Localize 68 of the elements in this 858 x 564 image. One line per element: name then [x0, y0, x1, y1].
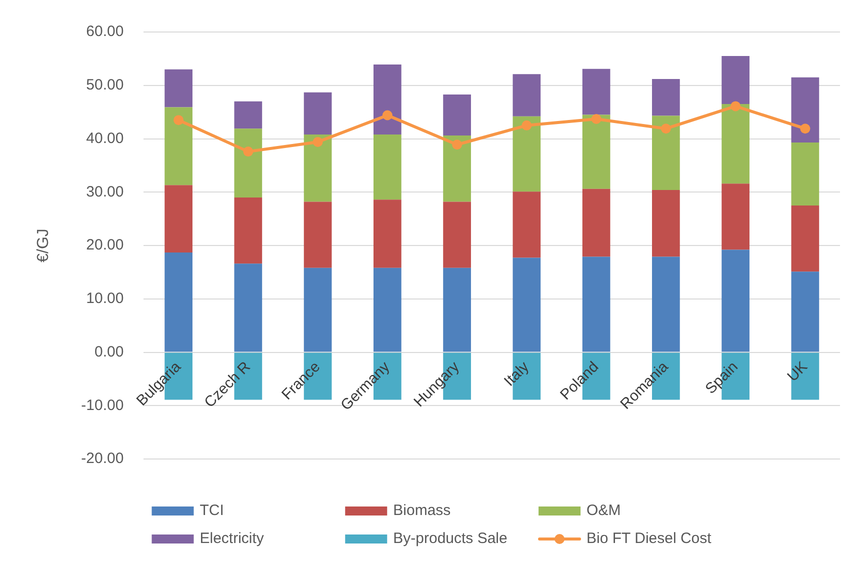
- bar: [164, 69, 192, 108]
- point: [800, 124, 810, 134]
- bar: [652, 116, 680, 190]
- point: [730, 101, 741, 112]
- x-tick-label: UK: [784, 358, 811, 386]
- bar: [234, 264, 262, 352]
- bar: [791, 205, 820, 272]
- bar: [582, 68, 610, 115]
- bar: [582, 114, 610, 189]
- y-tick-label: 10.00: [86, 290, 124, 308]
- y-tick-label: -10.00: [81, 396, 124, 414]
- bar: [582, 188, 610, 257]
- legend-label: O&M: [586, 502, 621, 520]
- bar: [652, 78, 680, 116]
- bar: [652, 256, 680, 352]
- bar: [512, 192, 541, 258]
- y-tick-label: 0.00: [94, 343, 124, 360]
- point: [312, 136, 323, 147]
- bar: [791, 77, 820, 142]
- bar: [374, 134, 402, 200]
- point: [591, 114, 602, 124]
- bar: [234, 197, 262, 264]
- bar: [443, 202, 471, 268]
- bar: [164, 252, 192, 352]
- bar: [722, 104, 750, 184]
- y-tick-label: 50.00: [86, 76, 124, 94]
- y-tick-label: 40.00: [86, 130, 124, 147]
- y-tick-label: 20.00: [86, 236, 124, 254]
- bar: [164, 185, 192, 252]
- bar: [722, 56, 750, 104]
- bar: [164, 107, 192, 186]
- bar: [443, 136, 471, 202]
- bar: [304, 92, 332, 134]
- legend-label: By-products Sale: [393, 530, 508, 548]
- bar: [512, 74, 541, 116]
- x-tick-label: Italy: [500, 358, 533, 390]
- legend-label: TCI: [200, 502, 224, 520]
- bar: [234, 101, 262, 129]
- bar: [234, 128, 262, 198]
- point: [452, 140, 462, 150]
- bar: [443, 268, 471, 352]
- bar: [374, 200, 402, 268]
- bar: [304, 134, 332, 202]
- bar: [791, 272, 820, 352]
- bar: [443, 94, 471, 136]
- legend-label: Electricity: [200, 530, 264, 548]
- bar: [582, 256, 610, 352]
- bar: [791, 142, 820, 206]
- legend-label: Biomass: [393, 502, 451, 520]
- bar: [652, 190, 680, 257]
- y-tick-label: -20.00: [81, 450, 124, 468]
- y-axis-title: €/GJ: [35, 228, 52, 262]
- bar: [512, 258, 541, 352]
- bar: [304, 202, 332, 268]
- legend-label: Bio FT Diesel Cost: [586, 530, 712, 548]
- bar: [374, 268, 402, 352]
- bar: [304, 268, 332, 352]
- bar: [512, 116, 541, 192]
- point: [660, 124, 671, 134]
- y-tick-label: 60.00: [86, 23, 124, 40]
- bar: [722, 250, 750, 352]
- y-tick-label: 30.00: [86, 183, 124, 200]
- bar: [722, 184, 750, 250]
- point: [243, 146, 254, 157]
- bar: [374, 64, 402, 134]
- point: [174, 115, 184, 126]
- point: [522, 120, 532, 130]
- point: [382, 110, 392, 120]
